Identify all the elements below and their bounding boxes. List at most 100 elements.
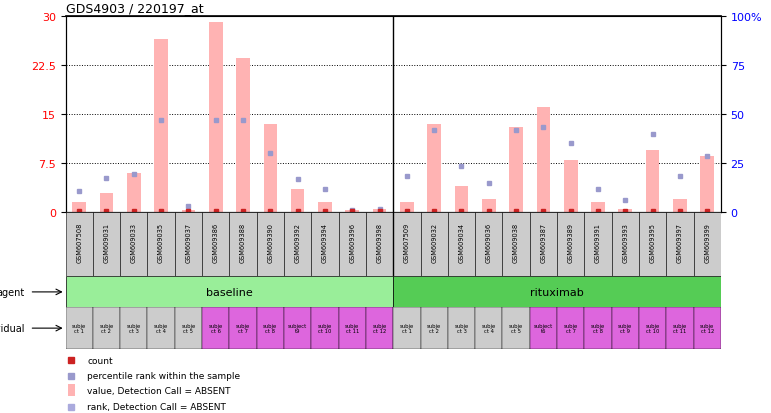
Text: GSM609031: GSM609031 <box>103 222 109 262</box>
Bar <box>694 213 721 277</box>
Bar <box>366 308 393 349</box>
Bar <box>345 211 359 213</box>
Text: subje
ct 8: subje ct 8 <box>591 323 605 334</box>
Bar <box>257 308 284 349</box>
Text: GSM609394: GSM609394 <box>322 222 328 262</box>
Text: GSM609396: GSM609396 <box>349 222 355 262</box>
Bar <box>537 108 550 213</box>
Text: agent: agent <box>0 287 25 297</box>
Text: subje
ct 2: subje ct 2 <box>99 323 113 334</box>
Bar <box>202 213 230 277</box>
Bar <box>584 213 611 277</box>
Text: GSM609033: GSM609033 <box>131 222 136 262</box>
Text: GDS4903 / 220197_at: GDS4903 / 220197_at <box>66 2 204 15</box>
Bar <box>475 213 503 277</box>
Text: subje
ct 10: subje ct 10 <box>645 323 660 334</box>
Text: GSM609387: GSM609387 <box>540 222 547 262</box>
Text: subje
ct 3: subje ct 3 <box>454 323 469 334</box>
Text: subje
ct 7: subje ct 7 <box>236 323 250 334</box>
Bar <box>120 213 147 277</box>
Bar <box>584 308 611 349</box>
Text: GSM609390: GSM609390 <box>268 222 274 262</box>
Bar <box>530 213 557 277</box>
Bar <box>182 211 195 213</box>
Bar <box>284 308 311 349</box>
Bar <box>311 308 338 349</box>
Text: GSM609036: GSM609036 <box>486 222 492 262</box>
Bar <box>120 308 147 349</box>
Bar <box>264 124 277 213</box>
Bar <box>530 308 557 349</box>
Text: subje
ct 1: subje ct 1 <box>399 323 414 334</box>
Text: subje
ct 12: subje ct 12 <box>372 323 387 334</box>
Bar <box>209 23 223 213</box>
Bar <box>147 213 175 277</box>
Text: GSM609388: GSM609388 <box>240 222 246 262</box>
Text: GSM609397: GSM609397 <box>677 222 683 262</box>
Bar <box>564 160 577 213</box>
Bar <box>557 213 584 277</box>
Bar <box>291 190 305 213</box>
Bar <box>448 308 475 349</box>
Bar <box>202 308 230 349</box>
Text: GSM609392: GSM609392 <box>295 222 301 262</box>
Bar <box>154 39 168 213</box>
Bar <box>66 213 93 277</box>
Text: subject
t6: subject t6 <box>534 323 553 334</box>
Text: subje
ct 10: subje ct 10 <box>318 323 332 334</box>
Bar <box>236 59 250 213</box>
Bar <box>420 308 448 349</box>
Bar <box>646 151 659 213</box>
Bar <box>639 213 666 277</box>
Text: GSM609393: GSM609393 <box>622 222 628 262</box>
Text: subje
ct 11: subje ct 11 <box>673 323 687 334</box>
Text: subje
ct 7: subje ct 7 <box>564 323 577 334</box>
Text: subje
ct 9: subje ct 9 <box>618 323 632 334</box>
Text: subje
ct 12: subje ct 12 <box>700 323 715 334</box>
Text: GSM609037: GSM609037 <box>185 222 191 262</box>
Text: subje
ct 4: subje ct 4 <box>482 323 496 334</box>
Bar <box>427 124 441 213</box>
Text: rank, Detection Call = ABSENT: rank, Detection Call = ABSENT <box>87 402 226 411</box>
Bar <box>700 157 714 213</box>
Bar <box>591 203 604 213</box>
Bar <box>557 308 584 349</box>
Text: GSM609386: GSM609386 <box>213 222 219 262</box>
Bar <box>503 308 530 349</box>
Text: GSM609395: GSM609395 <box>650 222 655 262</box>
Text: GSM609389: GSM609389 <box>567 222 574 262</box>
Bar <box>230 308 257 349</box>
Text: GSM607509: GSM607509 <box>404 222 410 262</box>
Bar <box>503 213 530 277</box>
Bar <box>420 213 448 277</box>
Bar <box>311 213 338 277</box>
Text: GSM609391: GSM609391 <box>595 222 601 262</box>
Text: subject
t9: subject t9 <box>288 323 308 334</box>
Text: subje
ct 3: subje ct 3 <box>126 323 141 334</box>
Text: percentile rank within the sample: percentile rank within the sample <box>87 371 241 380</box>
Text: GSM609032: GSM609032 <box>431 222 437 262</box>
Text: subje
ct 6: subje ct 6 <box>209 323 223 334</box>
Bar <box>99 193 113 213</box>
Bar <box>666 308 694 349</box>
Bar <box>475 308 503 349</box>
Text: subje
ct 1: subje ct 1 <box>72 323 86 334</box>
Text: GSM607508: GSM607508 <box>76 222 82 263</box>
Bar <box>618 209 632 213</box>
Bar <box>230 213 257 277</box>
Text: GSM609399: GSM609399 <box>704 222 710 262</box>
Text: subje
ct 5: subje ct 5 <box>181 323 196 334</box>
Bar <box>127 173 140 213</box>
Text: count: count <box>87 356 113 365</box>
Text: subje
ct 4: subje ct 4 <box>154 323 168 334</box>
Text: value, Detection Call = ABSENT: value, Detection Call = ABSENT <box>87 386 231 395</box>
Text: subje
ct 5: subje ct 5 <box>509 323 524 334</box>
Bar <box>366 213 393 277</box>
Bar <box>639 308 666 349</box>
Bar <box>611 213 639 277</box>
Bar <box>482 199 496 213</box>
Text: subje
ct 11: subje ct 11 <box>345 323 359 334</box>
Bar <box>147 308 175 349</box>
Bar <box>611 308 639 349</box>
Bar <box>510 128 523 213</box>
